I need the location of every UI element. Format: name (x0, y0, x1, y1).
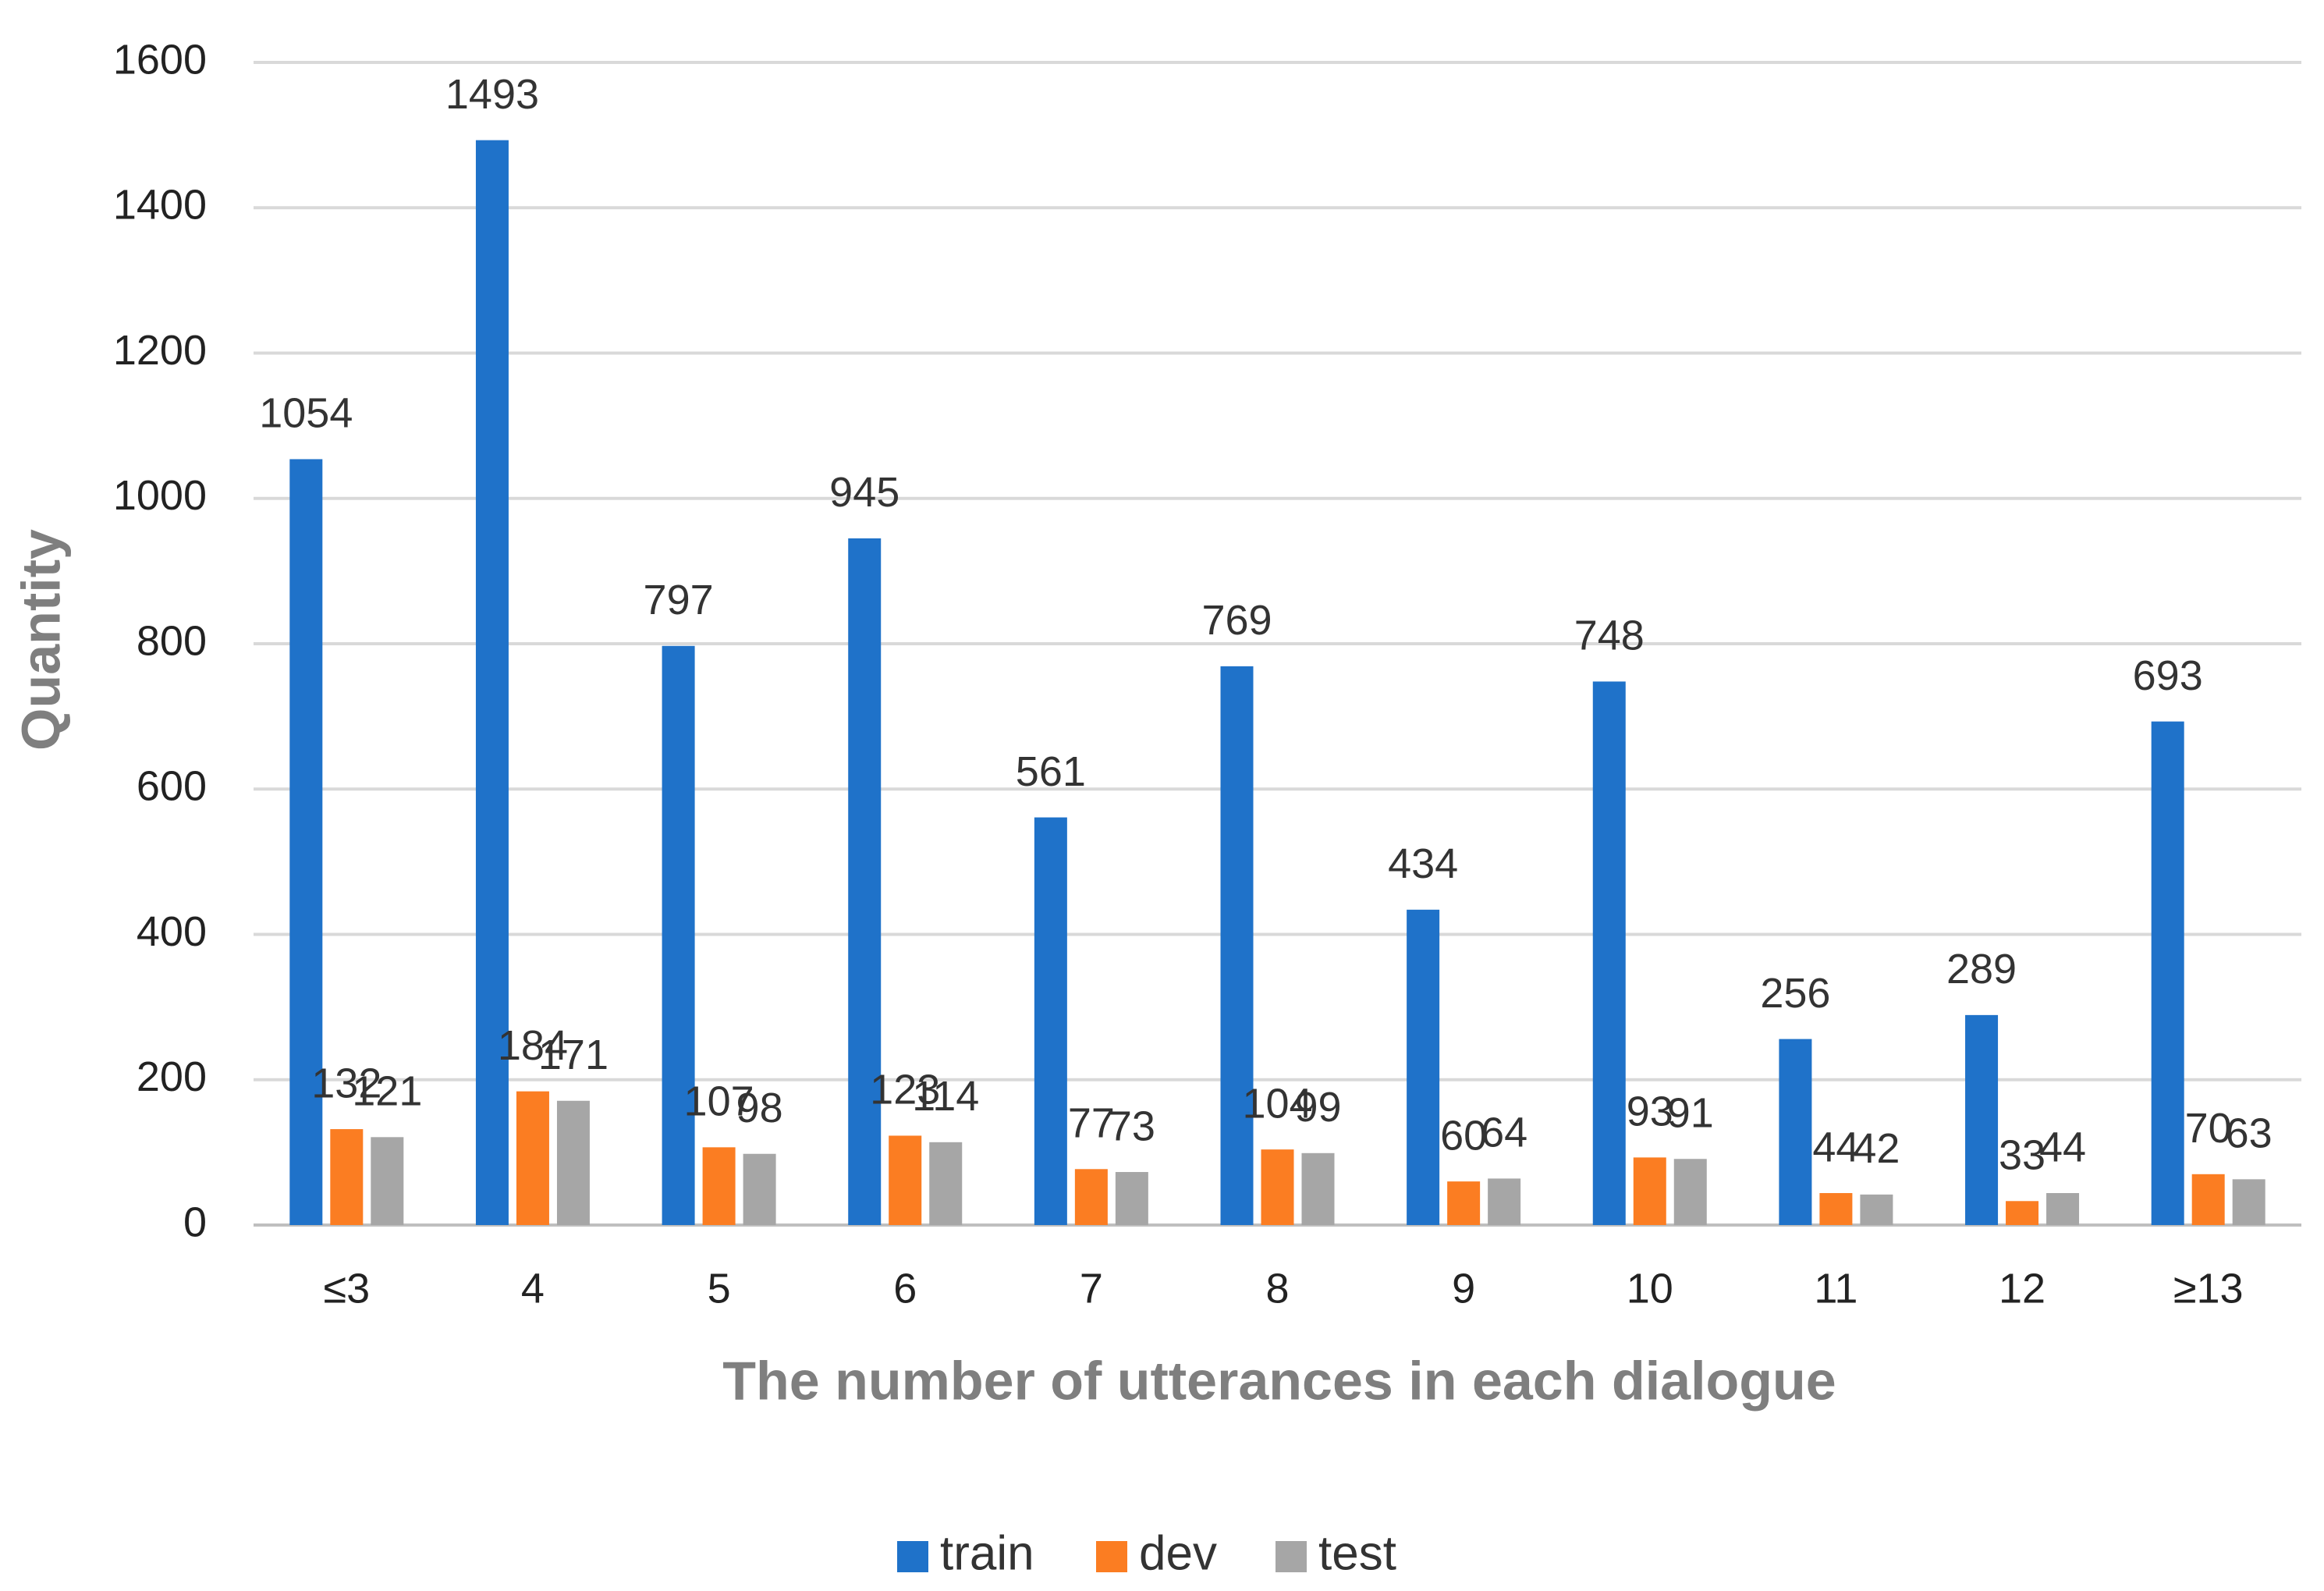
data-label: 434 (1388, 840, 1458, 887)
bar (662, 645, 695, 1225)
data-label: 1493 (445, 71, 539, 118)
y-tick-label: 400 (137, 908, 207, 955)
bar (1633, 1157, 1666, 1225)
data-label: 561 (1016, 748, 1086, 795)
y-tick-label: 0 (183, 1199, 207, 1245)
data-label: 77 (1068, 1100, 1115, 1147)
bar (1261, 1149, 1294, 1225)
data-label: 70 (2185, 1105, 2232, 1152)
x-tick-label: 11 (1814, 1265, 1857, 1312)
data-label: 44 (2039, 1124, 2086, 1170)
legend-label: train (940, 1526, 1034, 1580)
legend-swatch (897, 1541, 928, 1572)
y-tick-label: 1400 (113, 182, 207, 229)
bar (1592, 681, 1626, 1225)
x-tick-label: 4 (521, 1265, 545, 1312)
bar (1220, 666, 1254, 1225)
x-tick-label: 10 (1627, 1265, 1673, 1312)
x-tick-label: 6 (893, 1265, 917, 1312)
bar (702, 1147, 736, 1225)
data-label: 42 (1853, 1125, 1900, 1172)
data-label: 184 (498, 1022, 568, 1069)
data-label: 132 (311, 1060, 381, 1106)
bar (1447, 1181, 1481, 1225)
data-label: 123 (870, 1067, 940, 1113)
x-tick-label: 5 (708, 1265, 731, 1312)
data-label: 99 (1294, 1084, 1341, 1131)
x-tick-label: ≤3 (323, 1265, 370, 1312)
data-label: 104 (1242, 1080, 1312, 1127)
bar (848, 538, 882, 1225)
data-label: 98 (736, 1085, 783, 1131)
bar (1488, 1178, 1521, 1225)
data-label: 107 (684, 1078, 754, 1125)
legend-label: test (1318, 1526, 1396, 1580)
bar (556, 1100, 590, 1225)
y-tick-label: 1600 (113, 36, 207, 83)
y-tick-label: 200 (137, 1053, 207, 1100)
legend-label: dev (1139, 1526, 1217, 1580)
bar (1779, 1039, 1812, 1225)
bar (516, 1091, 549, 1225)
data-label: 63 (2226, 1110, 2273, 1157)
data-label: 73 (1109, 1103, 1155, 1149)
y-tick-label: 1000 (113, 472, 207, 519)
data-label: 121 (352, 1068, 422, 1115)
bar (2151, 721, 2184, 1225)
y-tick-label: 1200 (113, 327, 207, 374)
bar (371, 1137, 404, 1225)
data-label: 114 (912, 1073, 979, 1120)
x-tick-label: 9 (1452, 1265, 1475, 1312)
legend-swatch (1096, 1541, 1127, 1572)
data-label: 33 (1999, 1132, 2045, 1179)
data-label: 256 (1760, 970, 1830, 1017)
data-label: 945 (829, 469, 899, 516)
data-label: 797 (644, 577, 714, 623)
data-label: 693 (2133, 652, 2203, 699)
bar (2191, 1174, 2225, 1225)
bar (1673, 1159, 1707, 1225)
bar (743, 1153, 776, 1225)
data-label: 64 (1481, 1110, 1527, 1156)
bar (929, 1142, 963, 1225)
bar (1860, 1194, 1893, 1225)
x-tick-label: 7 (1080, 1265, 1103, 1312)
y-tick-label: 600 (137, 763, 207, 810)
bar (1301, 1152, 1335, 1225)
data-label: 769 (1201, 597, 1272, 644)
legend-swatch (1276, 1541, 1307, 1572)
y-axis-title: Quantity (10, 529, 71, 751)
bar (1074, 1169, 1108, 1225)
bar (1407, 909, 1440, 1225)
x-axis-title: The number of utterances in each dialogu… (722, 1350, 1836, 1411)
x-tick-label: 8 (1265, 1265, 1289, 1312)
data-label: 748 (1574, 613, 1645, 659)
x-tick-label: 12 (1999, 1265, 2045, 1312)
bar (2046, 1193, 2080, 1225)
bar (889, 1135, 922, 1225)
data-label: 289 (1946, 946, 2017, 993)
bar (289, 459, 323, 1225)
bar (2232, 1179, 2265, 1225)
bar (475, 140, 509, 1225)
bar (1115, 1172, 1148, 1225)
data-label: 91 (1667, 1090, 1714, 1137)
data-label: 1054 (259, 390, 353, 437)
data-label: 171 (538, 1032, 608, 1078)
bar (330, 1129, 364, 1225)
bar (2006, 1201, 2039, 1225)
data-label: 60 (1440, 1112, 1487, 1159)
x-tick-label: ≥13 (2173, 1265, 2244, 1312)
bar (1034, 817, 1067, 1225)
data-label: 93 (1627, 1088, 1673, 1135)
bar (1965, 1014, 1999, 1225)
bar (1819, 1193, 1853, 1225)
y-tick-label: 800 (137, 617, 207, 664)
data-label: 44 (1812, 1124, 1859, 1170)
